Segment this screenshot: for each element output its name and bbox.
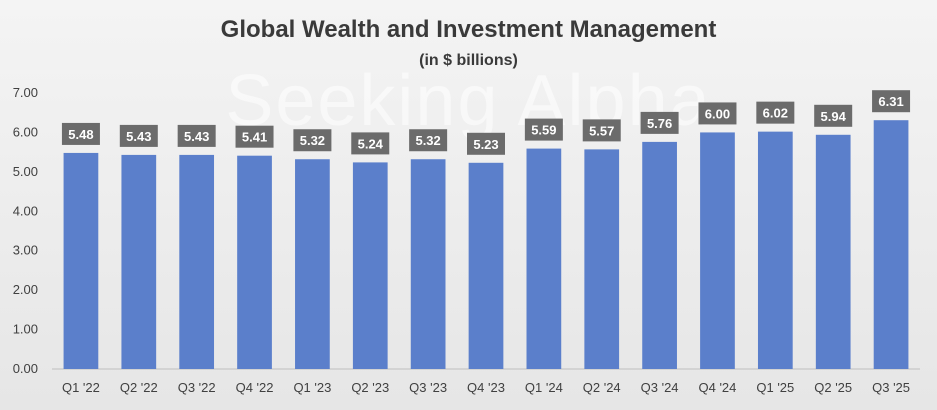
y-tick-label: 3.00 (13, 243, 38, 258)
data-label: 5.32 (300, 133, 325, 148)
bar (873, 120, 909, 369)
data-label-box (582, 119, 621, 142)
bar (121, 154, 157, 369)
x-tick-label: Q3 '23 (409, 380, 447, 395)
data-label-box (524, 118, 563, 141)
data-label-box (61, 122, 100, 145)
x-tick-label: Q3 '24 (641, 380, 679, 395)
data-label: 6.00 (705, 106, 730, 121)
chart-title: Global Wealth and Investment Management (220, 16, 717, 43)
y-tick-label: 7.00 (13, 85, 38, 100)
data-label-box (177, 124, 216, 147)
data-label-box (293, 129, 332, 152)
data-label-box (467, 132, 505, 155)
bar (757, 131, 793, 369)
data-label-box (756, 101, 795, 124)
bar (526, 148, 562, 369)
x-tick-label: Q2 '24 (583, 380, 621, 395)
x-tick-label: Q3 '22 (178, 380, 216, 395)
y-tick-label: 1.00 (13, 322, 38, 337)
y-tick-label: 6.00 (13, 124, 38, 139)
bar (237, 155, 272, 369)
y-tick-label: 0.00 (13, 361, 38, 376)
bar (700, 132, 735, 369)
data-label: 5.23 (473, 137, 498, 152)
x-tick-label: Q1 '25 (756, 380, 794, 395)
data-label: 5.57 (589, 123, 614, 138)
data-label: 5.43 (126, 129, 151, 144)
x-tick-label: Q4 '23 (467, 380, 505, 395)
bar (468, 162, 504, 369)
chart-subtitle: (in $ billions) (419, 52, 518, 69)
data-label: 5.59 (531, 123, 556, 138)
data-label: 6.02 (763, 106, 788, 121)
data-label-box (640, 111, 679, 134)
x-tick-label: Q1 '24 (525, 380, 563, 395)
x-tick-label: Q2 '23 (351, 380, 389, 395)
y-tick-label: 5.00 (13, 164, 38, 179)
bar (584, 149, 620, 369)
bar (63, 152, 99, 369)
bar (642, 141, 677, 369)
data-label-box (814, 104, 853, 127)
x-tick-label: Q4 '24 (699, 380, 737, 395)
x-tick-label: Q2 '25 (814, 380, 852, 395)
data-label-box (698, 102, 737, 125)
data-label-box (409, 129, 448, 152)
bar (295, 159, 330, 369)
data-label-box (235, 125, 274, 148)
data-label-box (119, 124, 158, 147)
bar (815, 134, 851, 369)
data-label: 5.24 (358, 136, 384, 151)
bar (410, 159, 446, 369)
data-label: 5.32 (415, 133, 440, 148)
x-tick-label: Q3 '25 (872, 380, 910, 395)
data-label: 5.41 (242, 130, 267, 145)
x-tick-label: Q1 '23 (293, 380, 331, 395)
data-label: 6.31 (878, 94, 903, 109)
x-tick-label: Q4 '22 (236, 380, 274, 395)
y-tick-label: 4.00 (13, 203, 38, 218)
data-label: 5.43 (184, 129, 209, 144)
data-label: 5.76 (647, 116, 672, 131)
bar (179, 154, 215, 369)
data-label-box (351, 132, 390, 155)
x-tick-label: Q2 '22 (120, 380, 158, 395)
data-label: 5.94 (821, 109, 847, 124)
data-label: 5.48 (68, 127, 93, 142)
y-tick-label: 2.00 (13, 282, 38, 297)
x-tick-label: Q1 '22 (62, 380, 100, 395)
data-label-box (872, 90, 911, 113)
bar (352, 162, 388, 369)
